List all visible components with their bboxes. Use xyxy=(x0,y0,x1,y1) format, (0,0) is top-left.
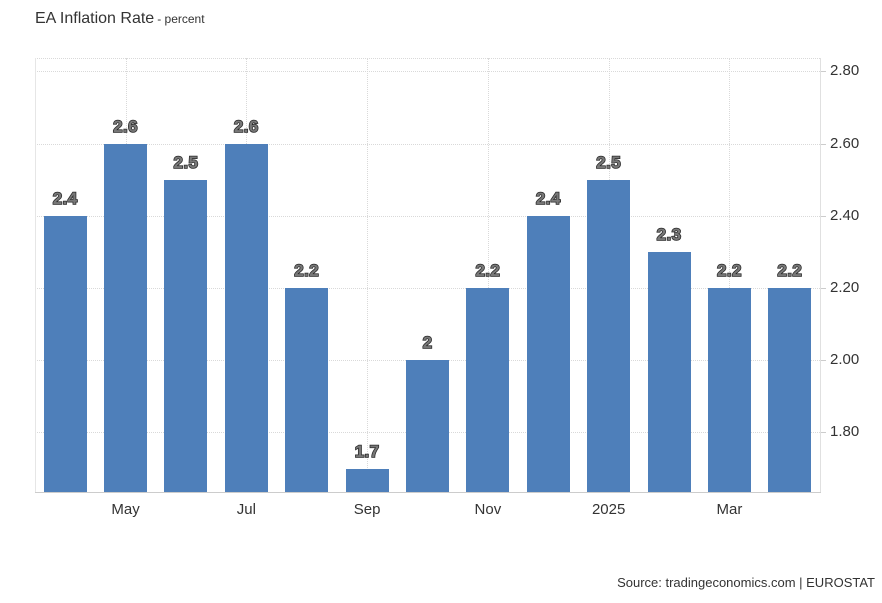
y-tick-label: 2.80 xyxy=(830,62,860,80)
bar-value-label: 2.4 xyxy=(52,188,78,209)
bar[interactable] xyxy=(647,251,691,492)
x-tick-label: Jul xyxy=(236,501,256,518)
y-axis-line-right xyxy=(820,58,821,492)
y-tick-mark xyxy=(820,432,826,434)
bar[interactable] xyxy=(587,179,631,492)
y-tick-mark xyxy=(820,287,826,289)
bar-value-label: 1.7 xyxy=(354,441,380,462)
bar-value-label: 2.4 xyxy=(535,188,561,209)
bar[interactable] xyxy=(43,215,87,492)
x-axis-line xyxy=(35,492,821,493)
gridline-vertical xyxy=(487,58,489,492)
y-tick-label: 2.60 xyxy=(830,134,860,152)
bar[interactable] xyxy=(164,179,208,492)
bar[interactable] xyxy=(526,215,570,492)
y-tick-label: 2.00 xyxy=(830,351,860,369)
bar[interactable] xyxy=(707,287,751,492)
bar-value-label: 2.2 xyxy=(716,260,742,281)
bar[interactable] xyxy=(285,287,329,492)
y-tick-mark xyxy=(820,71,826,73)
gridline-horizontal xyxy=(35,71,820,73)
y-tick-mark xyxy=(820,360,826,362)
plot-top-border xyxy=(35,58,820,59)
y-axis-line-left xyxy=(35,58,36,492)
gridline-horizontal xyxy=(35,215,820,217)
bar[interactable] xyxy=(466,287,510,492)
bar-value-label: 2.6 xyxy=(112,116,138,137)
chart-title-main: EA Inflation Rate xyxy=(35,10,155,27)
chart-title: EA Inflation Rate - percent xyxy=(35,10,205,28)
x-tick-label: Nov xyxy=(474,501,502,518)
bar-value-label: 2.2 xyxy=(294,260,320,281)
gridline-horizontal xyxy=(35,287,820,289)
bar[interactable] xyxy=(406,360,449,492)
gridline-horizontal xyxy=(35,143,820,145)
y-tick-label: 2.40 xyxy=(830,206,860,224)
y-tick-label: 1.80 xyxy=(830,423,860,441)
x-tick-label: Mar xyxy=(716,501,743,518)
bar-value-label: 2.3 xyxy=(656,224,682,245)
bar-value-label: 2.5 xyxy=(595,152,622,173)
bar[interactable] xyxy=(768,287,812,492)
y-tick-label: 2.20 xyxy=(830,278,860,296)
bar[interactable] xyxy=(104,143,148,492)
bar-value-label: 2 xyxy=(422,332,433,353)
bar-value-label: 2.6 xyxy=(233,116,259,137)
y-tick-mark xyxy=(820,143,826,145)
source-credit: Source: tradingeconomics.com | EUROSTAT xyxy=(617,575,875,590)
bar[interactable] xyxy=(224,143,268,492)
chart-title-suffix: - percent xyxy=(157,12,205,26)
gridline-vertical xyxy=(729,58,731,492)
gridline-vertical xyxy=(367,58,369,492)
bar-value-label: 2.2 xyxy=(475,260,501,281)
x-tick-label: May xyxy=(111,501,140,518)
y-tick-mark xyxy=(820,215,826,217)
bar-value-label: 2.2 xyxy=(777,260,803,281)
bar[interactable] xyxy=(345,468,389,492)
x-tick-label: Sep xyxy=(353,501,381,518)
x-tick-label: 2025 xyxy=(591,501,626,518)
bar-value-label: 2.5 xyxy=(173,152,199,173)
